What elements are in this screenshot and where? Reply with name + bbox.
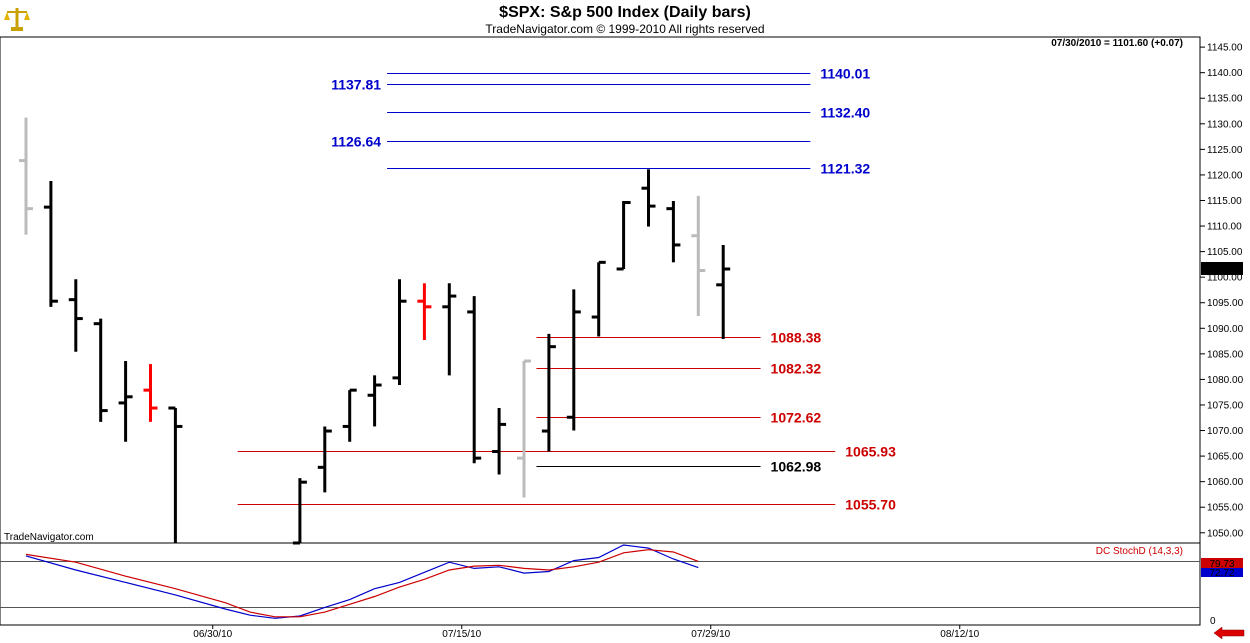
y-tick-label: 1065.00 — [1207, 452, 1244, 463]
ohlc-bar — [691, 195, 706, 317]
level-label: 1126.64 — [331, 134, 381, 150]
y-tick-label: 1115.00 — [1207, 196, 1242, 207]
level-label: 1121.32 — [820, 161, 870, 177]
ohlc-bar — [517, 359, 531, 498]
stoch-line-k — [25, 544, 699, 619]
y-tick-label: 1080.00 — [1207, 375, 1244, 386]
ohlc-bar — [591, 260, 606, 337]
red-left-arrow-icon[interactable] — [1208, 626, 1248, 641]
ohlc-bar — [143, 364, 158, 422]
ohlc-bar — [317, 426, 332, 493]
ohlc-bar — [342, 388, 357, 442]
x-tick-label: 08/12/10 — [940, 629, 979, 640]
last-price-label: 1101.60 — [1204, 264, 1240, 275]
date-axis: 06/30/10 07/15/10 07/29/10 08/12/10 — [193, 625, 980, 640]
ohlc-bar — [292, 478, 307, 545]
y-tick-label: 1135.00 — [1207, 94, 1243, 105]
ohlc-bar — [566, 289, 581, 431]
ohlc-bar — [68, 279, 83, 352]
level-label: 1055.70 — [845, 497, 896, 513]
chart-subtitle: TradeNavigator.com © 1999-2010 All right… — [485, 22, 764, 36]
y-tick-label: 1110.00 — [1207, 222, 1242, 233]
level-label: 1140.01 — [820, 66, 870, 82]
level-lines: 1140.01 1137.81 1132.40 1126.64 1121.32 1088.… — [237, 66, 896, 513]
ohlc-bar — [666, 200, 681, 263]
ohlc-bar — [118, 361, 133, 442]
stoch-line-d — [25, 549, 699, 618]
y-tick-label: 1050.00 — [1207, 528, 1244, 539]
y-tick-label: 1145.00 — [1207, 43, 1243, 54]
y-tick-label: 1075.00 — [1207, 400, 1244, 411]
stoch-k-value: 72.72 — [1209, 568, 1234, 579]
ohlc-bar — [367, 375, 382, 427]
x-tick-label: 07/15/10 — [442, 629, 481, 640]
last-price-tag: 1101.60 — [1201, 261, 1243, 275]
x-tick-label: 06/30/10 — [193, 629, 232, 640]
ohlc-bar — [19, 117, 33, 235]
ohlc-bar — [442, 283, 457, 376]
stoch-zero-tick: 0 — [1210, 616, 1216, 627]
y-tick-label: 1100.00 — [1207, 273, 1243, 284]
stoch-d-value: 79.73 — [1209, 559, 1234, 570]
y-tick-label: 1090.00 — [1207, 324, 1244, 335]
y-tick-label: 1085.00 — [1207, 349, 1244, 360]
y-tick-label: 1105.00 — [1207, 247, 1243, 258]
level-label: 1062.98 — [771, 459, 822, 475]
y-tick-label: 1120.00 — [1207, 170, 1243, 181]
indicator-label: DC StochD (14,3,3) — [1096, 546, 1183, 557]
ohlc-bar — [716, 244, 731, 340]
y-tick-label: 1130.00 — [1207, 119, 1243, 130]
level-label: 1137.81 — [331, 77, 381, 93]
level-label: 1132.40 — [820, 105, 870, 121]
price-axis: 1145.00 1140.00 1135.00 1130.00 1125.00 1120.… — [1200, 43, 1244, 539]
price-bars — [19, 117, 731, 545]
y-tick-label: 1095.00 — [1207, 298, 1244, 309]
y-tick-label: 1060.00 — [1207, 477, 1244, 488]
level-label: 1072.62 — [771, 410, 822, 426]
ohlc-bar — [417, 283, 432, 341]
chart-title: $SPX: S&p 500 Index (Daily bars) — [499, 4, 751, 21]
x-tick-label: 07/29/10 — [691, 629, 730, 640]
stochastic-panel — [0, 544, 1200, 619]
ohlc-bar — [43, 181, 58, 307]
ohlc-bar — [541, 333, 556, 452]
level-label: 1088.38 — [771, 330, 822, 346]
scales-logo-icon — [4, 6, 30, 32]
info-line: 07/30/2010 = 1101.60 (+0.07) — [1051, 38, 1183, 49]
ohlc-bar — [467, 296, 482, 464]
y-tick-label: 1125.00 — [1207, 145, 1243, 156]
ohlc-bar — [616, 200, 631, 271]
ohlc-bar — [492, 408, 507, 475]
y-tick-label: 1055.00 — [1207, 503, 1244, 514]
level-label: 1065.93 — [845, 444, 896, 460]
ohlc-bar — [641, 169, 656, 227]
ohlc-bar — [168, 406, 183, 543]
ohlc-bar — [93, 318, 108, 422]
level-label: 1082.32 — [771, 361, 822, 377]
y-tick-label: 1140.00 — [1207, 68, 1243, 79]
watermark: TradeNavigator.com — [4, 532, 94, 543]
ohlc-bar — [392, 279, 407, 386]
stoch-value-tags: 79.73 72.72 0 — [1201, 558, 1243, 627]
y-tick-label: 1070.00 — [1207, 426, 1244, 437]
